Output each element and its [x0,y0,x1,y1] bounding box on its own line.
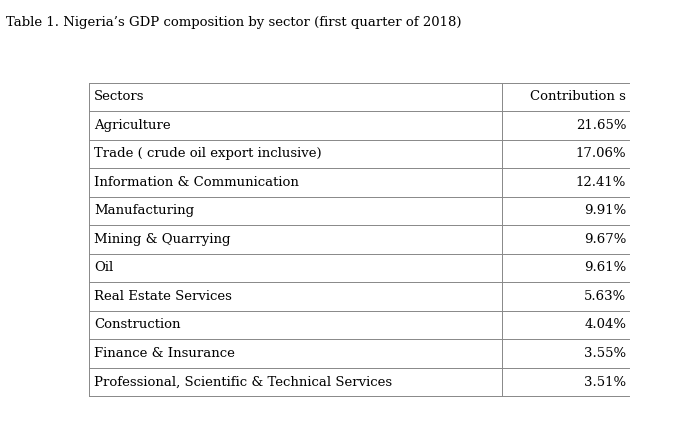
Text: Finance & Insurance: Finance & Insurance [94,347,235,360]
Text: Real Estate Services: Real Estate Services [94,290,232,303]
Text: 12.41%: 12.41% [576,176,626,189]
Text: Oil: Oil [94,261,114,274]
Text: Trade ( crude oil export inclusive): Trade ( crude oil export inclusive) [94,148,322,161]
Text: Information & Communication: Information & Communication [94,176,299,189]
Text: Contribution s: Contribution s [530,91,626,103]
Text: Professional, Scientific & Technical Services: Professional, Scientific & Technical Ser… [94,376,392,388]
Text: 3.55%: 3.55% [584,347,626,360]
Text: 17.06%: 17.06% [576,148,626,161]
Text: Table 1. Nigeria’s GDP composition by sector (first quarter of 2018): Table 1. Nigeria’s GDP composition by se… [6,16,461,29]
Text: 9.67%: 9.67% [584,233,626,246]
Text: 21.65%: 21.65% [576,119,626,132]
Text: 4.04%: 4.04% [584,318,626,331]
Text: Sectors: Sectors [94,91,145,103]
Text: 3.51%: 3.51% [584,376,626,388]
Text: Construction: Construction [94,318,181,331]
Text: 5.63%: 5.63% [584,290,626,303]
Text: Mining & Quarrying: Mining & Quarrying [94,233,231,246]
Text: 9.91%: 9.91% [584,204,626,218]
Text: 9.61%: 9.61% [584,261,626,274]
Text: Manufacturing: Manufacturing [94,204,194,218]
Text: Agriculture: Agriculture [94,119,171,132]
